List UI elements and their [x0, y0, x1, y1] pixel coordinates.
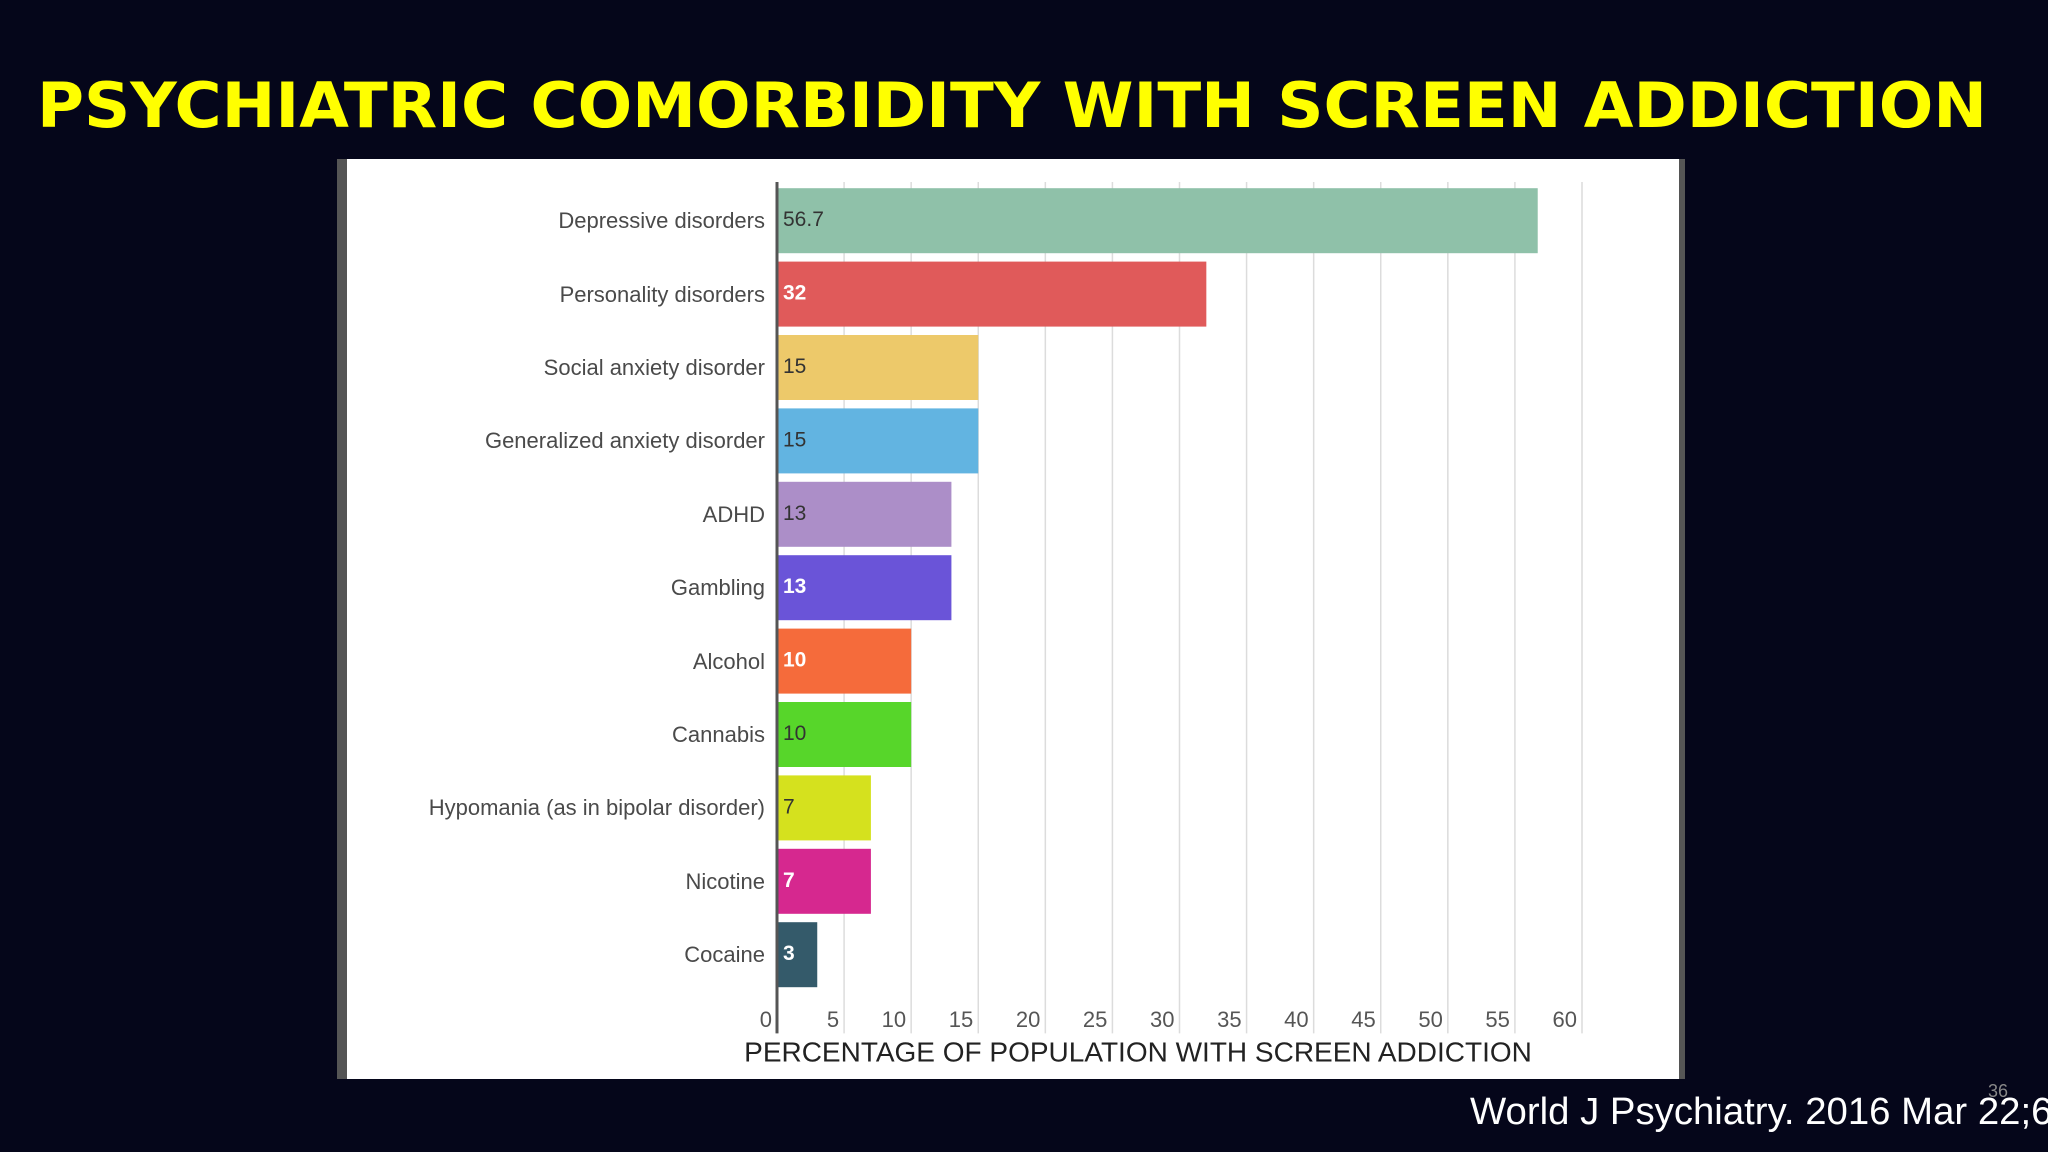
value-label: 56.7: [783, 208, 824, 231]
slide-title: PSYCHIATRIC COMORBIDITY WITH SCREEN ADDI…: [37, 69, 1987, 142]
x-tick-label: 10: [882, 1007, 906, 1032]
value-label: 10: [783, 649, 806, 672]
value-label: 13: [783, 502, 806, 525]
category-label: Cocaine: [684, 942, 765, 968]
x-tick-label: 30: [1150, 1007, 1174, 1032]
bar: [777, 555, 952, 621]
category-label: Personality disorders: [559, 281, 765, 307]
slide-number: 36: [1988, 1081, 2008, 1101]
bar: [777, 481, 952, 547]
value-label: 15: [783, 428, 806, 451]
category-label: Hypomania (as in bipolar disorder): [428, 795, 765, 821]
bar: [777, 261, 1207, 327]
x-axis-title: PERCENTAGE OF POPULATION WITH SCREEN ADD…: [744, 1036, 1532, 1067]
bar: [777, 335, 979, 400]
x-tick-label: 45: [1351, 1007, 1375, 1032]
citation: World J Psychiatry. 2016 Mar 22;6(1):143…: [1470, 1091, 2048, 1133]
bar: [777, 702, 912, 767]
value-label: 13: [783, 575, 806, 598]
x-tick-label: 40: [1284, 1007, 1308, 1032]
x-tick-label: 0: [760, 1007, 772, 1032]
category-label: Social anxiety disorder: [543, 354, 765, 380]
x-tick-label: 5: [827, 1007, 839, 1032]
value-label: 10: [783, 722, 806, 745]
category-label: Generalized anxiety disorder: [484, 428, 765, 454]
panel-border-left: [337, 159, 347, 1079]
x-tick-label: 25: [1083, 1007, 1107, 1032]
value-label: 32: [783, 282, 806, 305]
value-label: 7: [783, 795, 795, 818]
bar: [777, 628, 912, 694]
x-tick-label: 60: [1553, 1007, 1577, 1032]
category-label: Alcohol: [692, 648, 765, 674]
x-tick-label: 20: [1016, 1007, 1040, 1032]
category-label: Cannabis: [672, 721, 765, 747]
category-label: ADHD: [702, 501, 765, 527]
value-label: 3: [783, 942, 795, 965]
bar: [777, 775, 871, 841]
bar: [777, 408, 979, 474]
value-label: 7: [783, 869, 795, 892]
x-tick-label: 35: [1217, 1007, 1241, 1032]
category-label: Depressive disorders: [558, 208, 765, 234]
x-tick-label: 55: [1485, 1007, 1509, 1032]
panel-border-right: [1679, 159, 1685, 1079]
value-label: 15: [783, 355, 806, 378]
x-tick-label: 15: [949, 1007, 973, 1032]
bar: [777, 848, 871, 914]
bar: [777, 188, 1538, 254]
x-tick-label: 50: [1418, 1007, 1442, 1032]
category-label: Gambling: [670, 575, 765, 601]
bar: [777, 922, 818, 988]
category-label: Nicotine: [685, 868, 765, 894]
